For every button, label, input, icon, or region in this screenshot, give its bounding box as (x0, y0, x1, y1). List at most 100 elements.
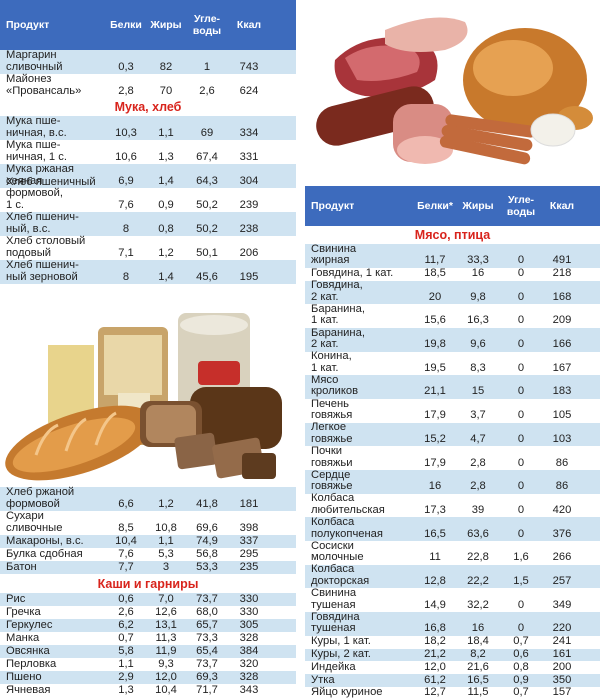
cell-fat: 16,3 (467, 314, 489, 327)
cell-carbs: 1 (203, 60, 211, 73)
cell-protein: 61,2 (424, 673, 446, 686)
table-row: Сердце говяжье 16 2,8 0 86 (305, 469, 600, 494)
cell-name: Баранина, 2 кат. (311, 326, 365, 351)
cell-protein: 12,7 (424, 686, 446, 699)
cell-name: Гречка (6, 605, 41, 618)
cell-carbs: 0 (517, 409, 525, 422)
table-row: Майонез «Провансаль» 2,8 70 2,6 624 (0, 73, 296, 98)
header-kcal-right: Ккал (549, 200, 575, 212)
table-row: Овсянка 5,8 11,9 65,4 384 (0, 645, 296, 658)
cell-kcal: 105 (552, 409, 572, 422)
cell-carbs: 69,6 (196, 521, 218, 534)
cell-fat: 32,2 (467, 598, 489, 611)
cell-name: Мука пше- ничная, в.с. (6, 115, 67, 139)
header-fat-right: Жиры (462, 200, 494, 212)
cell-kcal: 166 (552, 338, 572, 351)
cell-carbs: 69,3 (196, 670, 218, 683)
cell-kcal: 330 (239, 592, 259, 605)
cell-protein: 6,6 (118, 497, 134, 510)
table-row: Хлеб пшеничный формовой, 1 с. 7,6 0,9 50,2 2… (0, 176, 296, 212)
table-row: Геркулес 6,2 13,1 65,7 305 (0, 619, 296, 632)
cell-protein: 15,6 (424, 314, 446, 327)
cell-kcal: 320 (239, 657, 259, 670)
cell-name: Маргарин сливочный (6, 49, 63, 73)
cell-kcal: 257 (552, 574, 572, 587)
cell-name: Колбаса полукопченая (311, 516, 383, 540)
cell-protein: 21,1 (424, 385, 446, 398)
header-protein-right: Белки* (417, 200, 453, 212)
section-title-porridge: Каши и гарниры (97, 577, 199, 591)
cell-protein: 0,3 (118, 60, 134, 73)
table-row: Говядина, 2 кат. 20 9,8 0 168 (305, 279, 600, 305)
cell-kcal: 420 (552, 503, 572, 516)
table-row: Колбаса любительская 17,3 39 0 420 (305, 492, 600, 518)
top-rows: Маргарин сливочный 0,3 82 1 743 Майонез «Пров… (0, 49, 296, 98)
cell-protein: 7,6 (118, 547, 134, 560)
cell-protein: 17,3 (424, 503, 446, 516)
cell-fat: 11,5 (467, 686, 489, 699)
cell-protein: 5,8 (118, 644, 134, 657)
header-fat: Жиры (150, 19, 182, 31)
cell-kcal: 209 (552, 314, 572, 327)
cell-carbs: 0,8 (513, 660, 529, 673)
cell-name: Конина, 1 кат. (311, 350, 352, 374)
cell-carbs: 68,0 (196, 605, 218, 618)
cell-protein: 6,9 (118, 174, 134, 187)
cell-name: Перловка (6, 657, 57, 670)
cell-name: Говядина, 1 кат. (311, 267, 394, 280)
cell-fat: 1,2 (158, 497, 174, 510)
cell-kcal: 398 (239, 521, 259, 534)
table-row: Мясо кроликов 21,1 15 0 183 (305, 374, 600, 399)
cell-protein: 6,2 (118, 618, 134, 631)
cell-name: Утка (311, 673, 335, 686)
header-carbs: Угле- воды (192, 13, 222, 37)
cell-carbs: 56,8 (196, 547, 218, 560)
cell-carbs: 53,3 (196, 560, 218, 573)
cell-kcal: 350 (552, 673, 572, 686)
cell-protein: 17,9 (424, 409, 446, 422)
cell-protein: 18,2 (424, 635, 446, 648)
cell-carbs: 0,7 (513, 635, 529, 648)
cell-fat: 11,9 (155, 644, 177, 657)
cell-fat: 0,8 (158, 222, 174, 235)
cell-protein: 11,7 (424, 254, 446, 267)
cell-kcal: 384 (239, 644, 259, 657)
cell-name: Булка сдобная (6, 547, 83, 560)
cell-protein: 12,0 (424, 660, 446, 673)
cell-kcal: 183 (552, 385, 572, 398)
table-row: Баранина, 1 кат. 15,6 16,3 0 209 (305, 303, 600, 328)
cell-kcal: 241 (552, 635, 572, 648)
cell-protein: 10,3 (115, 126, 137, 139)
cell-name: Батон (6, 560, 37, 573)
cell-name: Хлеб пшенич- ный, в.с. (6, 211, 79, 235)
cell-fat: 0,9 (158, 198, 174, 211)
cell-fat: 10,8 (155, 521, 177, 534)
table-row: Маргарин сливочный 0,3 82 1 743 (0, 49, 296, 74)
table-row: Легкое говяжье 15,2 4,7 0 103 (305, 422, 600, 447)
cell-kcal: 168 (552, 290, 572, 303)
cell-fat: 16 (471, 622, 485, 635)
cell-kcal: 200 (552, 660, 572, 673)
cell-fat: 12,6 (155, 605, 177, 618)
bread-photo (0, 305, 296, 485)
porridge-rows: Рис 0,6 7,0 73,7 330 Гречка 2,6 12,6 68,0 330 Герк… (0, 593, 296, 697)
cell-carbs: 1,6 (513, 551, 529, 564)
cell-protein: 16,8 (424, 622, 446, 635)
cell-carbs: 50,2 (196, 198, 218, 211)
cell-fat: 1,4 (158, 270, 174, 283)
cell-name: Геркулес (6, 618, 53, 631)
cell-carbs: 0 (517, 598, 525, 611)
table-row: Ячневая 1,3 10,4 71,7 343 (0, 684, 296, 697)
cell-fat: 13,1 (155, 618, 177, 631)
cell-kcal: 304 (239, 174, 259, 187)
cell-carbs: 65,7 (196, 618, 218, 631)
cell-name: Куры, 2 кат. (311, 647, 371, 660)
cell-carbs: 0 (517, 267, 525, 280)
cell-carbs: 1,5 (513, 574, 529, 587)
cell-carbs: 73,3 (196, 631, 218, 644)
cell-name: Колбаса любительская (311, 492, 385, 516)
cell-carbs: 65,4 (196, 644, 218, 657)
cell-fat: 1,1 (158, 126, 174, 139)
cell-protein: 10,6 (115, 150, 137, 163)
